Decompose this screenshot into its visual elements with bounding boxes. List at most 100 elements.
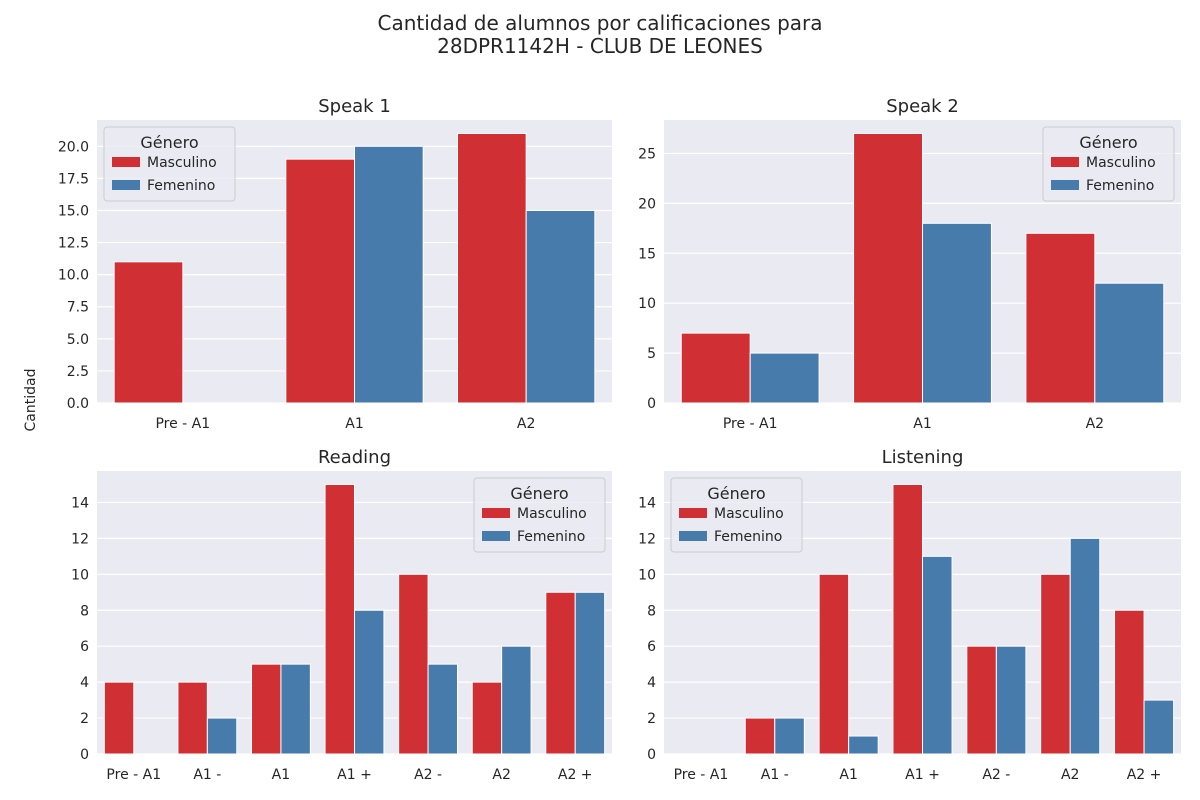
legend-swatch-femenino xyxy=(1051,180,1079,190)
y-tick-label: 6 xyxy=(647,639,656,655)
y-tick-label: 15 xyxy=(638,246,656,262)
y-tick-label: 14 xyxy=(71,495,89,511)
legend: Género Masculino Femenino xyxy=(473,477,606,553)
bar-femenino-a1 xyxy=(848,735,879,755)
bar-femenino-pre-a1 xyxy=(749,352,820,404)
y-tick-label: 2 xyxy=(647,711,656,727)
chart-reading: 0 2 4 6 8 10 12 14 Pre - A1 A1 - A1 A1 + A2 - A2 A2 + R… xyxy=(37,431,616,794)
y-tick-label: 2 xyxy=(80,711,89,727)
legend-swatch-femenino xyxy=(112,180,140,190)
x-tick-label: A1 xyxy=(345,416,363,432)
legend-title: Género xyxy=(707,484,765,503)
panel-title: Speak 2 xyxy=(886,96,959,117)
bar-masculino-a1 xyxy=(744,717,776,755)
legend: Género Masculino Femenino xyxy=(1042,126,1175,202)
bar-femenino-a2 xyxy=(1143,699,1175,755)
legend-title: Género xyxy=(140,133,198,152)
y-tick-label: 25 xyxy=(638,146,656,162)
bar-masculino-a2 xyxy=(966,645,997,755)
legend: Género Masculino Femenino xyxy=(103,126,236,202)
y-tick-label: 10 xyxy=(638,567,656,583)
y-tick-label: 12.5 xyxy=(58,236,89,252)
x-tick-label: A1 - xyxy=(761,767,789,783)
bar-masculino-pre-a1 xyxy=(680,332,751,404)
chart-svg: 0 5 10 15 20 25 Pre - A1 A1 A2 Speak 2 Género Mascu… xyxy=(638,96,1181,432)
y-tick-label: 20.0 xyxy=(58,139,89,155)
legend-swatch-masculino xyxy=(1051,157,1079,167)
bar-masculino-pre-a1 xyxy=(103,681,135,755)
y-tick-label: 10 xyxy=(71,567,89,583)
bar-femenino-a2 xyxy=(525,209,596,404)
y-tick-label: 10.0 xyxy=(58,268,89,284)
y-tick-label: 12 xyxy=(71,531,89,547)
bar-femenino-a2 xyxy=(574,591,606,755)
x-tick-label: Pre - A1 xyxy=(155,416,210,432)
x-tick-label: A1 xyxy=(272,767,290,783)
y-tick-label: 5 xyxy=(647,346,656,362)
y-tick-label: 20 xyxy=(638,196,656,212)
bar-femenino-a1 xyxy=(922,222,992,404)
legend-label-femenino: Femenino xyxy=(714,529,782,545)
legend-title: Género xyxy=(510,484,568,503)
bar-femenino-a1 xyxy=(354,145,424,404)
chart-svg: 0 2 4 6 8 10 12 14 Pre - A1 A1 - A1 A1 + A2 - A2 A2 + R… xyxy=(71,447,612,783)
x-tick-label: A1 xyxy=(839,767,857,783)
bar-masculino-a2 xyxy=(471,681,503,755)
chart-speak-1: 0.0 2.5 5.0 7.5 10.0 12.5 15.0 17.5 20.0 Pre - A1… xyxy=(37,80,616,443)
bar-masculino-a1 xyxy=(251,663,282,755)
x-tick-label: Pre - A1 xyxy=(723,416,778,432)
x-tick-label: Pre - A1 xyxy=(674,767,729,783)
bar-femenino-a2 xyxy=(501,645,532,755)
y-tick-label: 17.5 xyxy=(58,171,89,187)
x-tick-label: A2 xyxy=(1086,416,1104,432)
bar-masculino-a1 xyxy=(818,573,850,755)
figure-title-line-2: 28DPR1142H - CLUB DE LEONES xyxy=(437,34,763,58)
y-tick-label: 5.0 xyxy=(67,332,89,348)
legend: Género Masculino Femenino xyxy=(670,477,803,553)
y-tick-label: 10 xyxy=(638,296,656,312)
x-tick-label: A2 + xyxy=(558,767,593,783)
bar-masculino-a1 xyxy=(285,158,355,404)
chart-speak-2: 0 5 10 15 20 25 Pre - A1 A1 A2 Speak 2 Género Mascu… xyxy=(604,80,1185,443)
y-tick-label: 14 xyxy=(638,495,656,511)
bar-masculino-a2 xyxy=(1040,573,1071,755)
x-tick-label: A2 xyxy=(492,767,510,783)
chart-svg: 0 2 4 6 8 10 12 14 Pre - A1 A1 - A1 A1 + A2 - A2 A2 + L… xyxy=(638,447,1181,783)
y-tick-label: 15.0 xyxy=(58,203,89,219)
legend-label-femenino: Femenino xyxy=(147,178,215,194)
chart-listening: 0 2 4 6 8 10 12 14 Pre - A1 A1 - A1 A1 + A2 - A2 A2 + L… xyxy=(604,431,1185,794)
legend-swatch-femenino xyxy=(679,531,707,541)
legend-label-masculino: Masculino xyxy=(1086,155,1156,171)
legend-label-femenino: Femenino xyxy=(1086,178,1154,194)
figure-title: Cantidad de alumnos por calificaciones p… xyxy=(0,12,1200,58)
x-tick-label: A1 + xyxy=(337,767,372,783)
y-tick-label: 0 xyxy=(647,396,656,412)
y-tick-label: 8 xyxy=(647,603,656,619)
bar-femenino-a1 xyxy=(354,609,385,755)
y-tick-label: 0.0 xyxy=(67,396,89,412)
bar-masculino-pre-a1 xyxy=(113,261,184,404)
x-tick-label: A1 xyxy=(913,416,931,432)
bar-femenino-a2 xyxy=(1069,537,1101,755)
legend-label-masculino: Masculino xyxy=(147,155,217,171)
x-tick-label: Pre - A1 xyxy=(106,767,161,783)
y-tick-label: 6 xyxy=(80,639,89,655)
x-tick-label: A2 + xyxy=(1127,767,1162,783)
bar-masculino-a2 xyxy=(398,573,429,755)
legend-swatch-masculino xyxy=(679,508,707,518)
legend-title: Género xyxy=(1079,133,1137,152)
y-tick-label: 12 xyxy=(638,531,656,547)
bar-masculino-a1 xyxy=(324,483,355,755)
x-tick-label: A2 - xyxy=(982,767,1010,783)
x-tick-label: A1 - xyxy=(193,767,221,783)
x-tick-label: A2 xyxy=(1061,767,1079,783)
y-tick-label: 7.5 xyxy=(67,300,89,316)
y-tick-label: 0 xyxy=(647,747,656,763)
figure-title-line-1: Cantidad de alumnos por calificaciones p… xyxy=(377,11,823,35)
bar-masculino-a1 xyxy=(853,132,923,404)
panel-title: Speak 1 xyxy=(318,96,391,117)
y-tick-label: 8 xyxy=(80,603,89,619)
bar-masculino-a1 xyxy=(177,681,208,755)
bar-femenino-a2 xyxy=(1094,282,1165,404)
bar-masculino-a1 xyxy=(892,483,923,755)
